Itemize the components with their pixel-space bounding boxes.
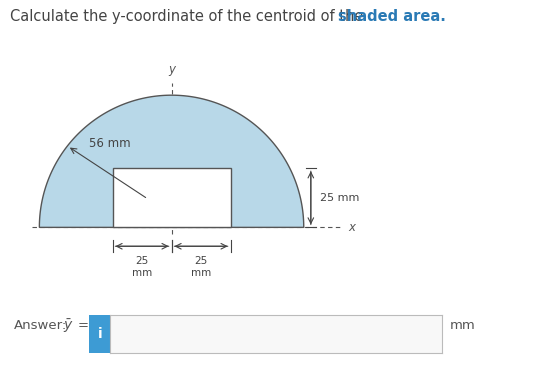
- Text: $\bar{y}$: $\bar{y}$: [63, 317, 74, 335]
- Text: x: x: [349, 221, 355, 234]
- Text: y: y: [168, 63, 175, 76]
- Bar: [113, 168, 231, 227]
- Text: mm: mm: [191, 268, 211, 277]
- Text: Calculate the y-coordinate of the centroid of the: Calculate the y-coordinate of the centro…: [10, 9, 368, 24]
- Text: Answer:: Answer:: [14, 319, 67, 332]
- PathPatch shape: [39, 95, 304, 227]
- Text: 25: 25: [135, 256, 148, 266]
- Text: 25: 25: [194, 256, 208, 266]
- Text: shaded area.: shaded area.: [338, 9, 446, 24]
- Text: i: i: [98, 327, 102, 341]
- Text: mm: mm: [450, 319, 476, 332]
- Text: mm: mm: [132, 268, 152, 277]
- Text: 56 mm: 56 mm: [89, 137, 131, 150]
- Text: =: =: [77, 319, 88, 332]
- Text: 25 mm: 25 mm: [320, 193, 360, 203]
